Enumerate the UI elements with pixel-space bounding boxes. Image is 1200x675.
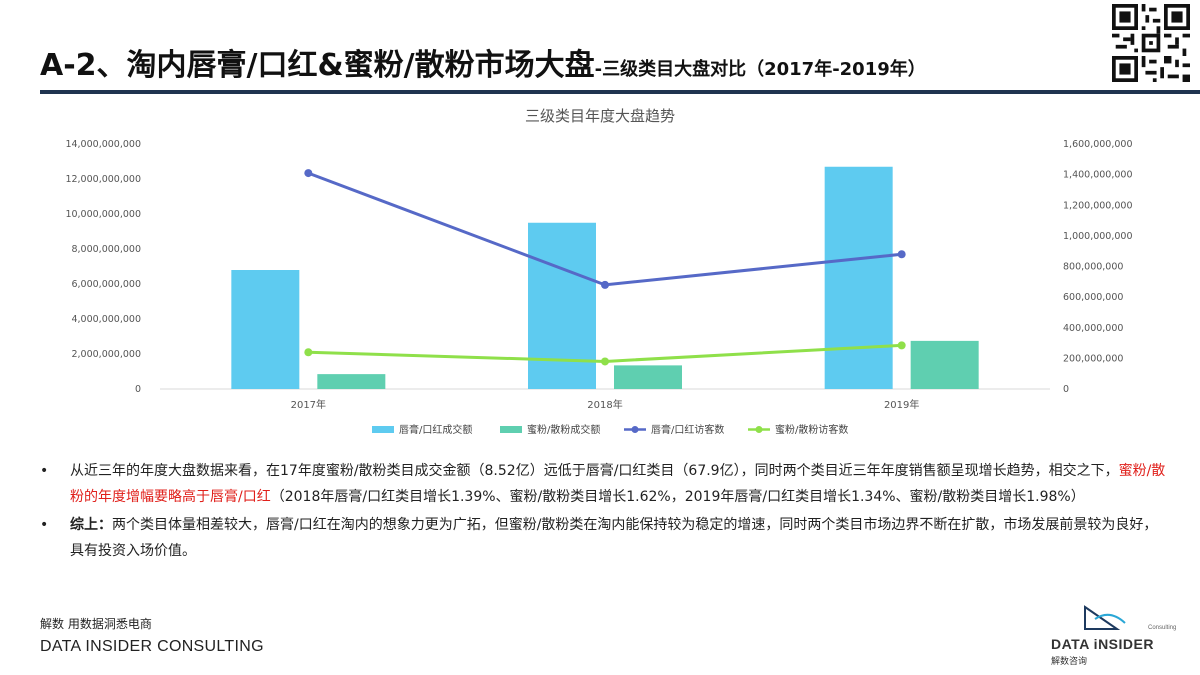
right-axis-tick-label: 800,000,000 [1063,262,1123,273]
qr-code-icon [1112,4,1190,82]
left-axis-tick-label: 0 [135,384,141,395]
logo-small-text: Consulting [1148,625,1177,631]
bullet1-highlight: 蜜粉/散粉的年度增幅要略高于唇膏/口红 [70,463,1166,505]
legend-label: 蜜粉/散粉访客数 [775,423,848,436]
chart-title: 三级类目年度大盘趋势 [525,107,675,125]
line-point [897,250,906,259]
bar [824,166,893,389]
bar [910,340,979,389]
x-axis-tick-label: 2019年 [884,398,919,411]
bullet1-text: 从近三年的年度大盘数据来看，在17年度蜜粉/散粉类目成交金额（8.52亿）远低于… [70,463,1119,479]
page-title-sub: -三级类目大盘对比（2017年-2019年） [594,59,926,80]
legend-swatch [372,426,394,433]
footer-tagline: 解数 用数据洞悉电商 [40,617,152,631]
right-axis-tick-label: 1,200,000,000 [1063,200,1133,211]
legend-marker [755,426,763,433]
series-line [307,171,902,287]
bullet2-label: 综上： [70,517,112,533]
left-axis-tick-label: 8,000,000,000 [71,244,141,255]
right-axis-tick-label: 0 [1063,384,1069,395]
bar [614,365,682,389]
trend-chart: 三级类目年度大盘趋势 0 2,000,000,000 4,000,000,000 6,… [65,107,1133,436]
line-point [304,348,313,357]
data-insider-logo-icon [1084,605,1126,630]
right-axis-tick-label: 400,000,000 [1063,323,1123,334]
bullet2-text: 两个类目体量相差较大，唇膏/口红在淘内的想象力更为广拓，但蜜粉/散粉类在淘内能保… [70,517,1158,559]
bullet-dot-icon: • [40,463,49,479]
left-axis-tick-label: 4,000,000,000 [71,314,141,325]
left-axis-tick-label: 2,000,000,000 [71,349,141,360]
bar [317,374,386,389]
summary-bullets: • 从近三年的年度大盘数据来看，在17年度蜜粉/散粉类目成交金额（8.52亿）远… [40,458,1170,564]
bar [231,270,300,389]
bar [528,222,596,389]
title-divider [40,90,1200,94]
page-title-main: A-2、淘内唇膏/口红&蜜粉/散粉市场大盘 [40,48,595,83]
left-axis-tick-label: 14,000,000,000 [65,139,141,150]
legend-label: 唇膏/口红访客数 [651,423,724,436]
bullet-item: • 综上：两个类目体量相差较大，唇膏/口红在淘内的想象力更为广拓，但蜜粉/散粉类… [40,512,1170,564]
footer-company: DATA INSIDER CONSULTING [40,638,264,655]
left-axis-tick-label: 6,000,000,000 [71,279,141,290]
line-point [897,341,906,350]
legend-marker [631,426,639,433]
right-axis-tick-label: 1,600,000,000 [1063,139,1133,150]
x-axis-tick-label: 2018年 [587,398,622,411]
left-axis-tick-label: 12,000,000,000 [65,174,141,185]
right-axis-tick-label: 1,000,000,000 [1063,231,1133,242]
line-point [601,357,609,366]
page-title: A-2、淘内唇膏/口红&蜜粉/散粉市场大盘-三级类目大盘对比（2017年-201… [40,40,926,84]
legend-label: 蜜粉/散粉成交额 [527,423,600,436]
x-axis-tick-label: 2017年 [291,398,326,411]
line-point [304,169,313,178]
bullet-item: • 从近三年的年度大盘数据来看，在17年度蜜粉/散粉类目成交金额（8.52亿）远… [40,458,1170,510]
logo-text: DATA iNSIDER [1051,636,1154,652]
right-axis-tick-label: 600,000,000 [1063,292,1123,303]
bullet-dot-icon: • [40,517,49,533]
right-axis-tick-label: 1,400,000,000 [1063,170,1133,181]
right-axis-tick-label: 200,000,000 [1063,353,1123,364]
logo-cn: 解数咨询 [1051,657,1088,667]
legend-label: 唇膏/口红成交额 [399,423,472,436]
legend-swatch [500,426,522,433]
bullet1-detail: （2018年唇膏/口红类目增长1.39%、蜜粉/散粉类目增长1.62%，2019… [270,489,1085,505]
line-point [601,280,609,289]
left-axis-tick-label: 10,000,000,000 [65,209,141,220]
